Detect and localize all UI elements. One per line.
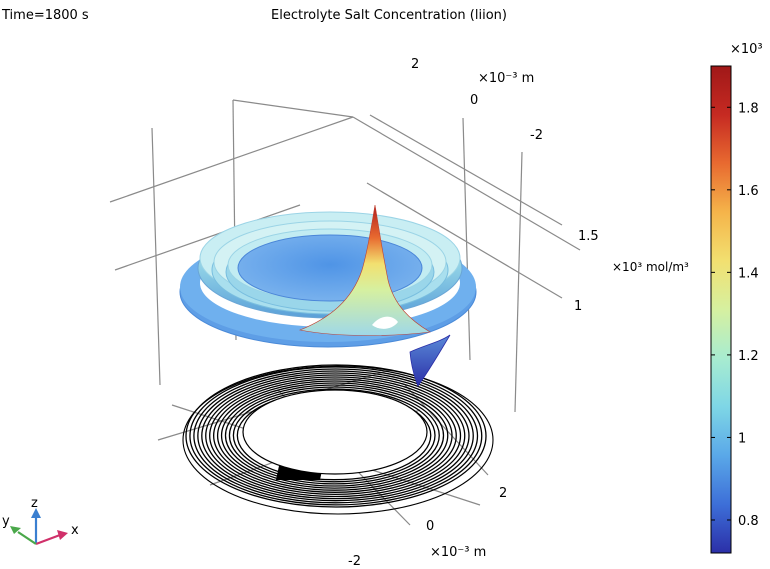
triad-x-label: x: [71, 523, 79, 538]
spiral-rings: [185, 364, 487, 508]
time-label: Time=1800 s: [1, 8, 89, 23]
triad-y-axis: [17, 531, 37, 545]
triad-z-label: z: [31, 496, 38, 511]
triad-x-axis: [35, 533, 61, 546]
y-axis-unit: ×10⁻³ m: [478, 71, 534, 86]
spiral-projection: [182, 364, 494, 515]
spiral-ring: [193, 368, 479, 504]
colorbar-tick-label: 1.8: [738, 101, 759, 116]
y-tick-label: -2: [530, 128, 543, 143]
spiral-ring: [201, 372, 470, 500]
grid-line: [114, 204, 301, 271]
y-tick-label: 0: [470, 93, 478, 108]
colorbar: ×10³ 0.8 1 1.2 1.4 1.6 1.8: [710, 42, 763, 554]
grid-line: [232, 99, 354, 118]
triad-z-arrow-icon: [31, 508, 41, 518]
colorbar-tick-label: 0.8: [738, 514, 759, 529]
spiral-ring: [224, 384, 445, 487]
grid-line: [109, 116, 354, 203]
peak-notch: [372, 316, 398, 329]
grid-line: [151, 127, 161, 386]
spiral-ring: [197, 370, 474, 502]
inner-disc: [237, 234, 423, 302]
spiral-ring: [216, 380, 453, 491]
colorbar-ticks: 0.8 1 1.2 1.4 1.6 1.8: [711, 101, 759, 529]
y-tick-label: 2: [411, 57, 419, 72]
colorbar-exponent: ×10³: [730, 42, 763, 57]
grid-line: [514, 151, 523, 413]
grid-line: [366, 182, 563, 299]
triad-y-label: y: [2, 514, 10, 529]
x-axis-unit: ×10⁻³ m: [430, 545, 486, 560]
axis-triad: z x y: [2, 496, 79, 546]
concentration-peak: [298, 204, 431, 336]
spiral-ring: [213, 378, 457, 493]
triad-x-arrow-icon: [57, 530, 68, 540]
low-tail: [409, 334, 451, 387]
chart-title: Electrolyte Salt Concentration (liion): [271, 8, 507, 23]
colorbar-tick-label: 1.4: [738, 266, 759, 281]
grid-line: [369, 114, 563, 226]
z-tick-label: 1.5: [578, 229, 599, 244]
spiral-ring: [220, 382, 449, 489]
spiral-ring: [228, 386, 440, 485]
x-tick-label: -2: [348, 554, 361, 569]
x-tick-label: 2: [499, 486, 507, 501]
colorbar-tick-label: 1: [738, 431, 746, 446]
spiral-ring: [185, 364, 487, 508]
spiral-ring: [189, 366, 483, 506]
triad-y-arrow-icon: [10, 526, 21, 534]
colorbar-tick-label: 1.6: [738, 184, 759, 199]
colorbar-tick-label: 1.2: [738, 349, 759, 364]
grid-line: [352, 116, 581, 251]
spiral-ring: [232, 388, 436, 483]
colorbar-ramp: [710, 65, 732, 554]
outer-ring-line: [182, 365, 494, 515]
surface-unit: ×10³ mol/m³: [612, 260, 689, 274]
spiral-ring: [209, 376, 462, 496]
grid-line: [462, 117, 471, 361]
inner-hole: [242, 389, 428, 475]
axis-labels: 2 0 -2 ×10⁻³ m 1.5 1 2 0 -2 ×10⁻³ m ×10³…: [348, 57, 689, 569]
z-tick-label: 1: [574, 299, 582, 314]
spiral-ring: [205, 374, 466, 498]
x-tick-label: 0: [426, 519, 434, 534]
concentration-surface: [179, 204, 477, 387]
